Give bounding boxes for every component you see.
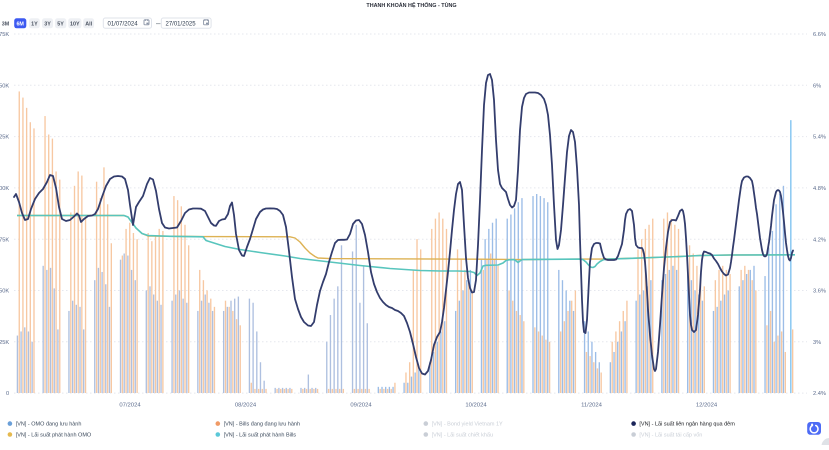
svg-text:3.6%: 3.6%: [813, 289, 826, 295]
svg-text:12/2024: 12/2024: [696, 403, 718, 409]
svg-text:175K: 175K: [0, 32, 9, 38]
svg-text:[VN] - Bills đang đang lưu hàn: [VN] - Bills đang đang lưu hành: [224, 422, 300, 428]
svg-text:[VN] - Bond yield Vietnam 1Y: [VN] - Bond yield Vietnam 1Y: [432, 422, 503, 428]
svg-text:3Y: 3Y: [44, 22, 51, 28]
svg-text:125K: 125K: [0, 135, 9, 141]
svg-text:THANH KHOẢN HỆ THỐNG - TÙNG: THANH KHOẢN HỆ THỐNG - TÙNG: [366, 1, 456, 9]
svg-text:75K: 75K: [0, 237, 9, 243]
svg-text:3%: 3%: [813, 340, 821, 346]
svg-text:–: –: [156, 19, 161, 28]
svg-text:[VN] - OMO đang lưu hành: [VN] - OMO đang lưu hành: [16, 422, 82, 428]
svg-text:10Y: 10Y: [70, 22, 80, 28]
svg-text:11/2024: 11/2024: [581, 403, 603, 409]
svg-text:3M: 3M: [2, 21, 10, 27]
svg-text:[VN] - Lãi suất liên ngân hàng: [VN] - Lãi suất liên ngân hàng qua đêm: [639, 422, 735, 428]
svg-text:4.8%: 4.8%: [813, 186, 826, 192]
svg-text:6M: 6M: [16, 22, 24, 28]
svg-text:07/2024: 07/2024: [119, 403, 141, 409]
svg-text:1Y: 1Y: [31, 22, 38, 28]
svg-text:09/2024: 09/2024: [350, 403, 372, 409]
svg-text:27/01/2025: 27/01/2025: [166, 22, 197, 28]
svg-text:2.4%: 2.4%: [813, 391, 826, 397]
svg-text:[VN] - Lãi suất chiết khấu: [VN] - Lãi suất chiết khấu: [432, 433, 493, 439]
svg-text:All: All: [85, 22, 92, 28]
svg-text:01/07/2024: 01/07/2024: [108, 22, 139, 28]
svg-text:5.4%: 5.4%: [813, 135, 826, 141]
svg-text:25K: 25K: [0, 340, 9, 346]
svg-text:10/2024: 10/2024: [465, 403, 487, 409]
svg-text:100K: 100K: [0, 186, 9, 192]
svg-text:[VN] - Lãi suất phát hành Bill: [VN] - Lãi suất phát hành Bills: [224, 433, 297, 439]
svg-text:[VN] - Lãi suất phát hành OMO: [VN] - Lãi suất phát hành OMO: [16, 433, 92, 439]
svg-text:08/2024: 08/2024: [235, 403, 257, 409]
svg-text:[VN] - Lãi suất tái cấp vốn: [VN] - Lãi suất tái cấp vốn: [639, 433, 702, 439]
svg-text:4.2%: 4.2%: [813, 237, 826, 243]
svg-text:6.6%: 6.6%: [813, 32, 826, 38]
svg-text:5Y: 5Y: [57, 22, 64, 28]
svg-text:150K: 150K: [0, 83, 9, 89]
svg-text:6%: 6%: [813, 83, 821, 89]
svg-text:50K: 50K: [0, 289, 9, 295]
svg-text:0: 0: [6, 391, 9, 397]
